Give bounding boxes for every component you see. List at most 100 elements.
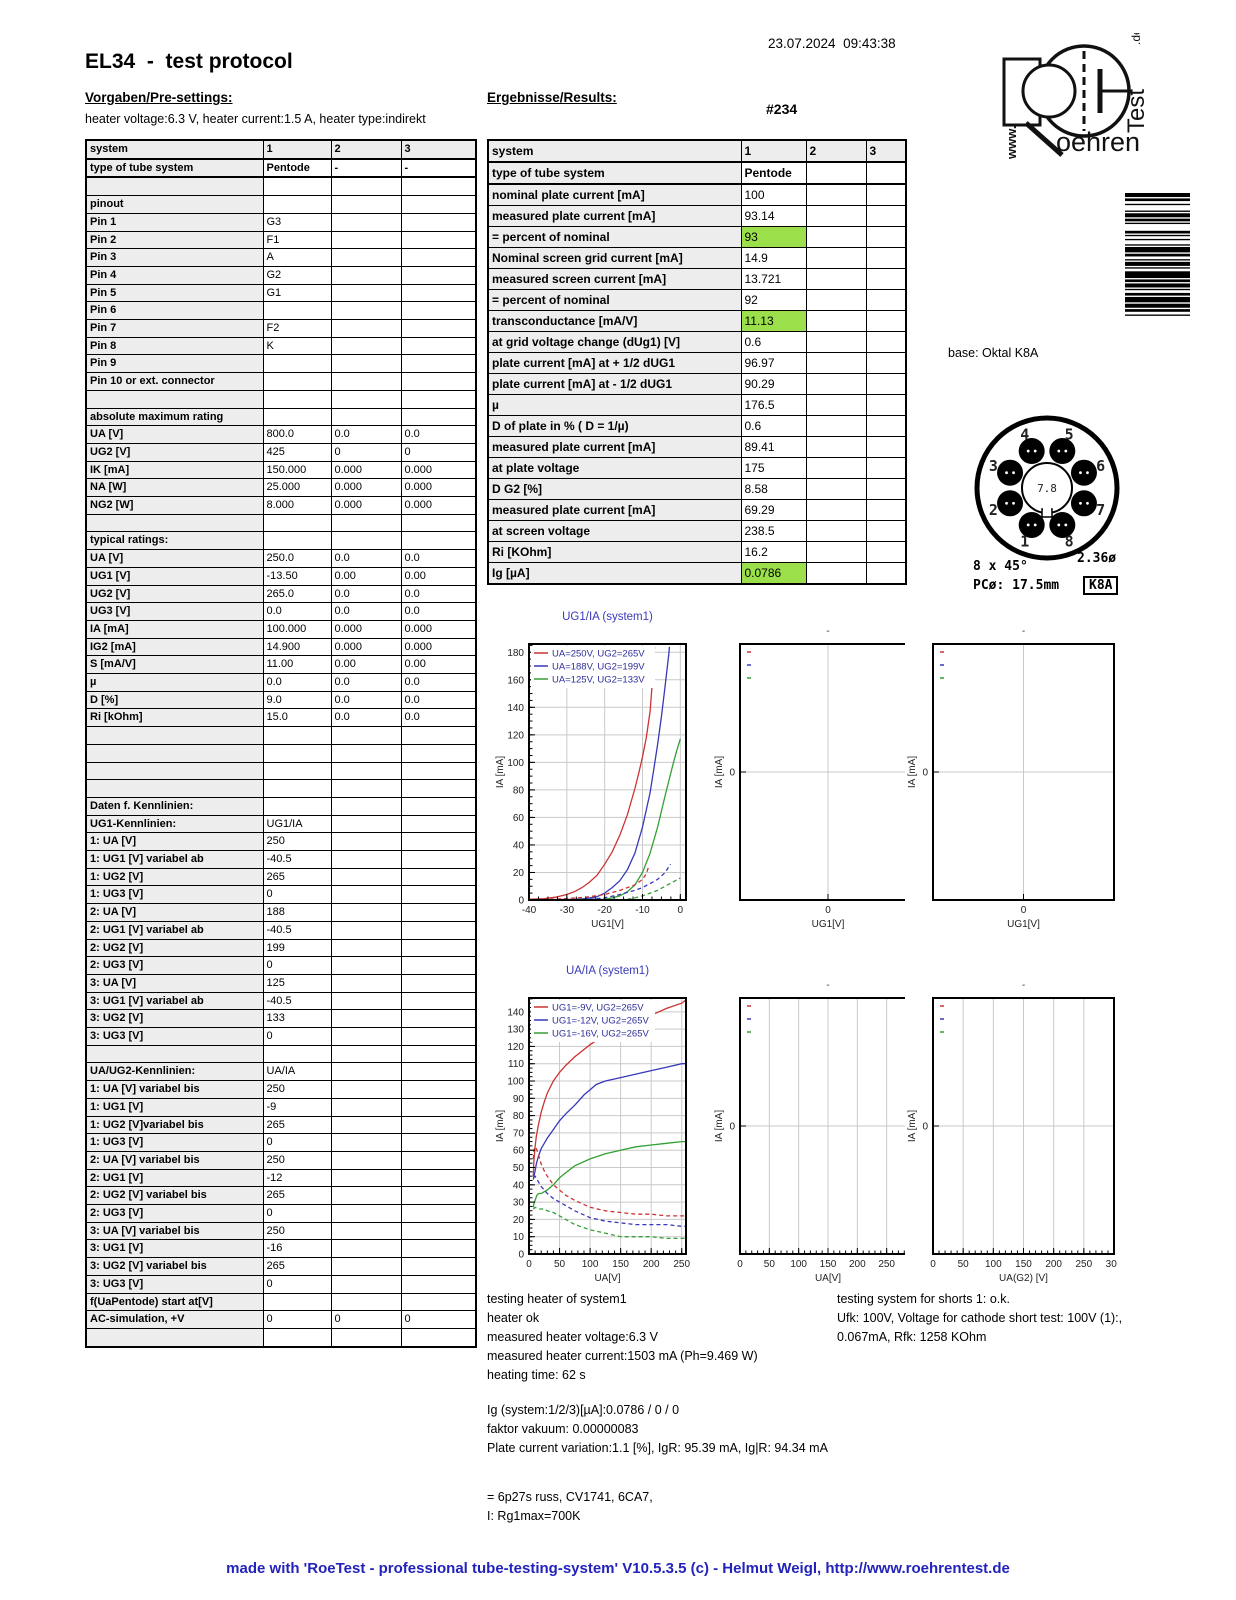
svg-text:120: 120 [507,730,524,741]
shorts-test-notes: testing system for shorts 1: o.k. Ufk: 10… [837,1290,1217,1347]
cell-value [330,761,402,781]
row-label: 2: UA [V] variabel bis [85,1150,264,1170]
cell-value [400,920,477,940]
table-row: type of tube system Pentode - - [85,158,477,179]
cell-value [400,372,477,391]
row-label: 1: UG2 [V]variabel bis [85,1115,264,1135]
cell-value [330,301,402,321]
cell-value: 8.58 [740,478,807,500]
cell-value [400,1186,477,1206]
svg-text:8: 8 [1065,533,1074,551]
svg-text:50: 50 [513,1163,525,1174]
svg-text:140: 140 [507,703,524,714]
row-label [85,779,264,798]
svg-text:0: 0 [737,1259,743,1270]
cell-value [865,415,907,437]
row-label: 1: UG3 [V] [85,1133,264,1152]
cell-value: 0 [262,1274,332,1294]
cell-value [330,1292,402,1312]
cell-value [262,407,332,427]
cell-value [400,1080,477,1099]
cell-value [262,389,332,409]
note-line: testing heater of system1 [487,1292,627,1306]
row-label: 2: UG2 [V] [85,938,264,958]
svg-text:120: 120 [507,1042,524,1053]
cell-value [262,743,332,763]
note-line: I: Rg1max=700K [487,1509,581,1523]
row-label [85,1327,264,1348]
cell-value: 0.000 [330,637,402,657]
row-label: Pin 9 [85,354,264,374]
table-row: absolute maximum rating [85,407,477,427]
table-row [85,761,477,781]
row-label: measured plate current [mA] [487,436,742,458]
row-label: 3: UG2 [V] [85,1009,264,1029]
cell-value [330,389,402,409]
base-dim-pitch-circle: PCø: 17.5mm [973,578,1060,593]
table-row: typical ratings: [85,531,477,551]
row-label: absolute maximum rating [85,407,264,427]
cell-value: 199 [262,938,332,958]
svg-text:5: 5 [1065,425,1074,443]
table-row: UG2 [V] 425 0 0 [85,442,477,462]
cell-value [400,319,477,338]
cell-value [330,372,402,391]
cell-value [330,1168,402,1188]
cell-value [865,436,907,458]
svg-text:100: 100 [507,1077,524,1088]
table-row: 2: UA [V] 188 [85,903,477,922]
cell-value: G3 [262,212,332,232]
cell-value: 0.0 [330,584,402,604]
table-row: D G2 [%] 8.58 [487,478,907,500]
svg-text:UG1/IA (system1): UG1/IA (system1) [562,611,653,623]
svg-text:250: 250 [673,1259,690,1270]
cell-value: 265 [262,1257,332,1276]
cell-value [330,956,402,975]
cell-value [400,903,477,922]
cell-value: 0.0 [262,602,332,621]
cell-value: 0.000 [400,619,477,639]
svg-text:-: - [826,980,829,991]
svg-text:7: 7 [1096,501,1105,519]
cell-value: 265 [262,1186,332,1206]
row-label: 3: UG1 [V] [85,1239,264,1259]
table-row: Pin 2 F1 [85,230,477,250]
chart-ug1-ia-system3: 0 0 - UG1[V] IA [mA] [905,598,1117,942]
svg-text:IA [mA]: IA [mA] [495,1110,506,1142]
table-row: UG1 [V] -13.50 0.00 0.00 [85,566,477,586]
table-row: 3: UG2 [V] 133 [85,1009,477,1029]
cell-value: 0.0 [330,708,402,728]
cell-value: 14.900 [262,637,332,657]
table-row: IK [mA] 150.000 0.000 0.000 [85,460,477,480]
row-label: UA [V] [85,425,264,444]
table-row: Nominal screen grid current [mA] 14.9 [487,247,907,269]
cell-value [400,176,477,197]
cell-value: G1 [262,283,332,303]
cell-value [805,394,867,416]
row-label: plate current [mA] at - 1/2 dUG1 [487,373,742,395]
cell-value: 0.00 [330,566,402,586]
row-label: 1: UG1 [V] variabel ab [85,850,264,869]
row-label: measured plate current [mA] [487,205,742,227]
svg-text:.de: .de [1129,33,1143,45]
cell-value: 25.000 [262,478,332,498]
cell-value [330,1097,402,1117]
cell-value [330,1327,402,1348]
row-label: nominal plate current [mA] [487,183,742,206]
cell-value: 11.13 [740,310,807,332]
cell-value [805,183,867,206]
cell-value [400,230,477,250]
chart-ug1-ia-system2: 0 0 - UG1[V] IA [mA] [712,598,919,942]
row-label [85,1044,264,1064]
svg-text:-30: -30 [560,905,575,916]
cell-value: 93 [740,226,807,248]
table-row: NA [W] 25.000 0.000 0.000 [85,478,477,498]
cell-value [400,1274,477,1294]
row-label: 3: UG3 [V] [85,1274,264,1294]
cell-value [400,1257,477,1276]
table-row: 2: UG1 [V] variabel ab -40.5 [85,920,477,940]
table-row: 2: UG1 [V] -12 [85,1168,477,1188]
cell-value [400,195,477,214]
cell-value: -12 [262,1168,332,1188]
table-row: 3: UG1 [V] -16 [85,1239,477,1259]
